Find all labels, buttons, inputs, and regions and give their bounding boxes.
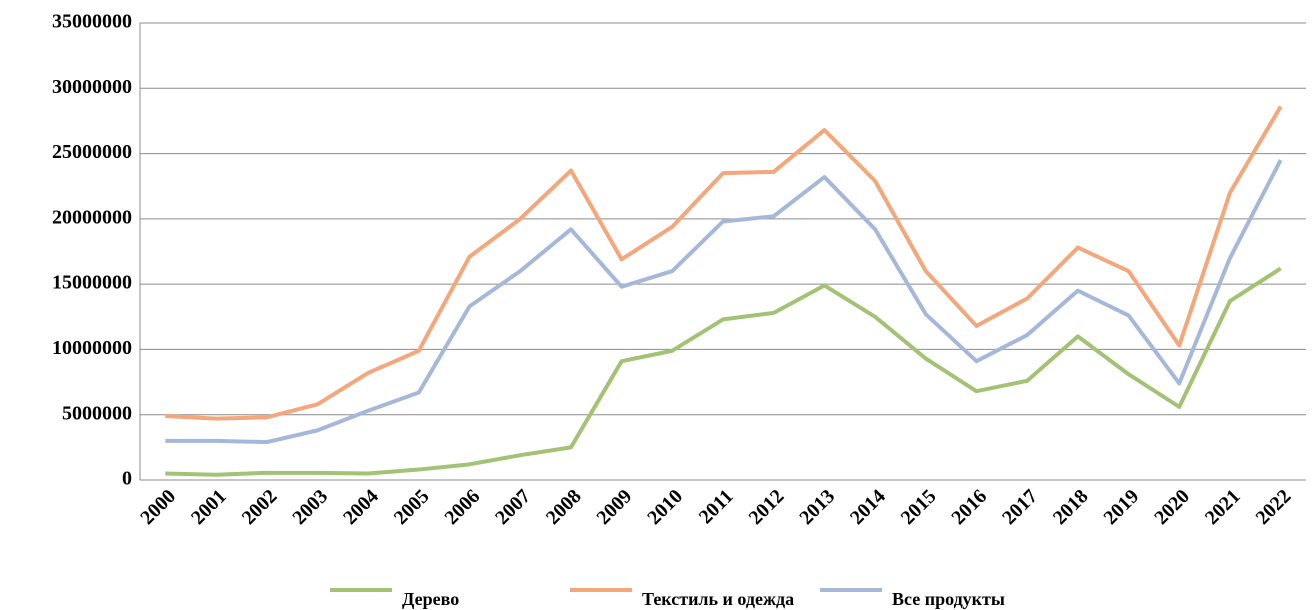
x-tick-label: 2006 <box>440 485 484 529</box>
y-tick-label: 0 <box>122 468 132 490</box>
y-tick-label: 20000000 <box>52 206 132 228</box>
x-tick-label: 2010 <box>643 485 687 529</box>
x-tick-label: 2002 <box>238 485 282 529</box>
y-tick-label: 30000000 <box>52 76 132 98</box>
x-tick-label: 2009 <box>593 485 637 529</box>
legend-label: Текстиль и одежда <box>642 589 794 609</box>
legend-label: Все продукты <box>892 589 1005 609</box>
x-tick-label: 2014 <box>846 485 890 529</box>
y-tick-label: 5000000 <box>62 402 132 424</box>
series-line <box>165 105 1283 421</box>
x-tick-label: 2013 <box>795 485 839 529</box>
x-tick-label: 2012 <box>745 485 789 529</box>
x-tick-label: 2022 <box>1252 485 1296 529</box>
x-tick-label: 2008 <box>542 485 586 529</box>
y-tick-label: 35000000 <box>52 11 132 33</box>
x-tick-label: 2016 <box>947 485 991 529</box>
series-line <box>165 159 1283 445</box>
x-tick-label: 2005 <box>390 485 434 529</box>
x-tick-label: 2017 <box>998 485 1042 529</box>
y-tick-label: 25000000 <box>52 141 132 163</box>
x-tick-label: 2018 <box>1049 485 1093 529</box>
x-tick-label: 2003 <box>288 485 332 529</box>
x-tick-label: 2007 <box>491 485 535 529</box>
x-tick-label: 2021 <box>1201 485 1245 529</box>
x-tick-label: 2001 <box>187 485 231 529</box>
x-tick-label: 2004 <box>339 485 383 529</box>
series-line <box>165 266 1282 477</box>
y-tick-label: 15000000 <box>52 272 132 294</box>
x-tick-label: 2015 <box>897 485 941 529</box>
y-tick-label: 10000000 <box>52 337 132 359</box>
x-tick-label: 2000 <box>136 485 180 529</box>
legend-label: Дерево <box>402 589 459 609</box>
x-tick-label: 2020 <box>1150 485 1194 529</box>
x-tick-label: 2019 <box>1100 485 1144 529</box>
x-tick-label: 2011 <box>695 485 738 528</box>
